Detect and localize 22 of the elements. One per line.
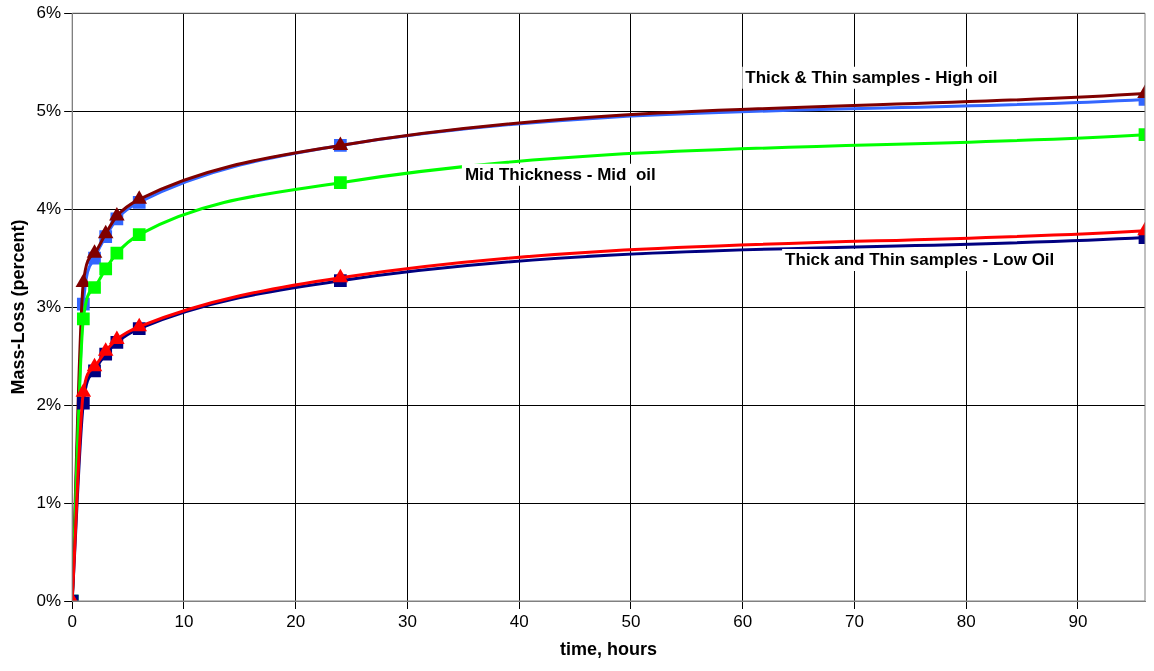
y-axis-title: Mass-Loss (percent) bbox=[7, 219, 28, 395]
x-tick-label: 40 bbox=[509, 611, 529, 631]
y-tick-label: 2% bbox=[36, 394, 62, 414]
x-tick-label: 0 bbox=[67, 611, 77, 631]
y-tick-label: 0% bbox=[36, 590, 62, 610]
x-tick-label: 90 bbox=[1068, 611, 1088, 631]
annotation: Thick & Thin samples - High oil bbox=[745, 67, 998, 87]
x-tick-label: 70 bbox=[844, 611, 864, 631]
y-tick-label: 6% bbox=[36, 2, 62, 22]
y-tick-label: 4% bbox=[36, 198, 62, 218]
y-tick-label: 3% bbox=[36, 296, 62, 316]
annotation: Mid Thickness - Mid oil bbox=[464, 164, 656, 184]
annotation: Thick and Thin samples - Low Oil bbox=[785, 249, 1055, 269]
y-tick-label: 5% bbox=[36, 100, 62, 120]
y-tick-label: 1% bbox=[36, 492, 62, 512]
x-tick-label: 50 bbox=[621, 611, 641, 631]
x-tick-label: 10 bbox=[174, 611, 194, 631]
x-tick-label: 80 bbox=[956, 611, 976, 631]
x-tick-label: 60 bbox=[733, 611, 753, 631]
x-tick-label: 30 bbox=[397, 611, 417, 631]
x-axis-title: time, hours bbox=[560, 639, 658, 660]
x-tick-label: 20 bbox=[286, 611, 306, 631]
